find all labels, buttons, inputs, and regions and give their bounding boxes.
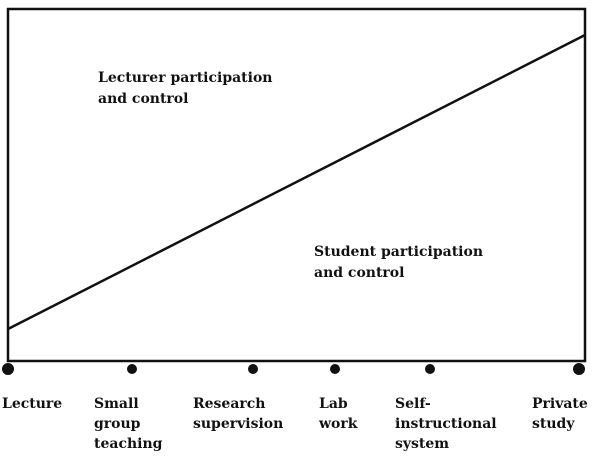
continuum-dot-2 (127, 364, 137, 374)
diagram-frame (6, 7, 587, 363)
continuum-label-4: Lab work (319, 396, 358, 432)
student-participation-label: Student participation and control (314, 244, 483, 281)
continuum-label-5: Self- instructional system (395, 396, 497, 452)
continuum-dot-4 (330, 364, 340, 374)
continuum-dot-3 (248, 364, 258, 374)
continuum-label-3: Research supervision (193, 396, 284, 432)
diagonal-divider-line (7, 33, 586, 331)
lecturer-participation-label: Lecturer participation and control (98, 70, 273, 107)
continuum-label-2: Small group teaching (94, 396, 163, 452)
continuum-dot-group (2, 363, 585, 375)
continuum-dot-5 (425, 364, 435, 374)
continuum-label-1: Lecture (2, 396, 63, 412)
continuum-dot-6 (573, 363, 585, 375)
continuum-dot-1 (2, 363, 14, 375)
continuum-label-6: Private study (532, 396, 588, 432)
